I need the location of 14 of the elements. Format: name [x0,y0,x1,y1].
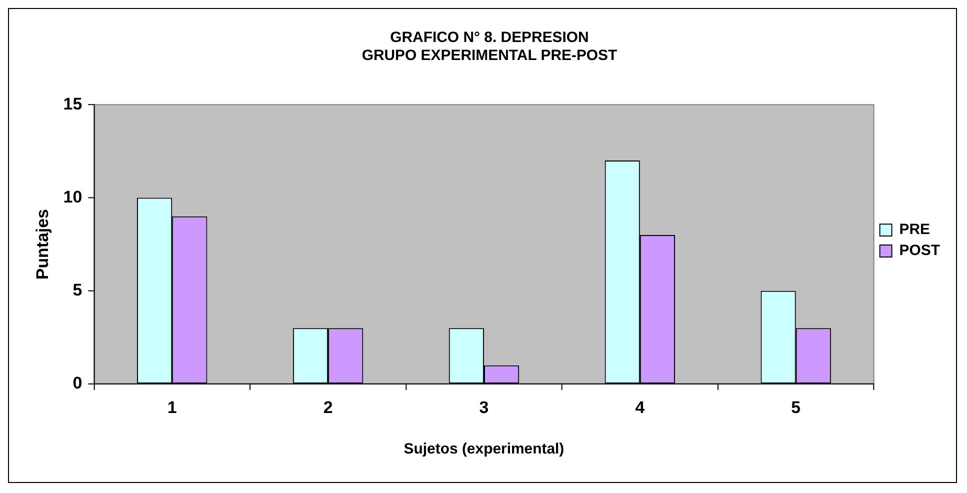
x-axis-title: Sujetos (experimental) [404,440,564,458]
y-tick-label: 10 [63,187,82,206]
y-tick-label: 5 [72,280,82,300]
x-tick-label: 5 [791,398,801,417]
x-tick-label: 4 [635,398,646,417]
y-tick-label: 0 [72,374,82,393]
x-tick-label: 3 [479,398,489,417]
y-tick-label: 15 [63,94,82,114]
x-tick-label: 1 [167,398,177,417]
x-tick-label: 2 [323,398,333,417]
legend-label: POST [899,242,940,260]
legend-label: PRE [899,221,930,238]
chart-title: GRAFICO N° 8. DEPRESION GRUPO EXPERIMENTAL PRE-POST [362,29,618,64]
y-axis-title: Puntajes [32,209,52,280]
